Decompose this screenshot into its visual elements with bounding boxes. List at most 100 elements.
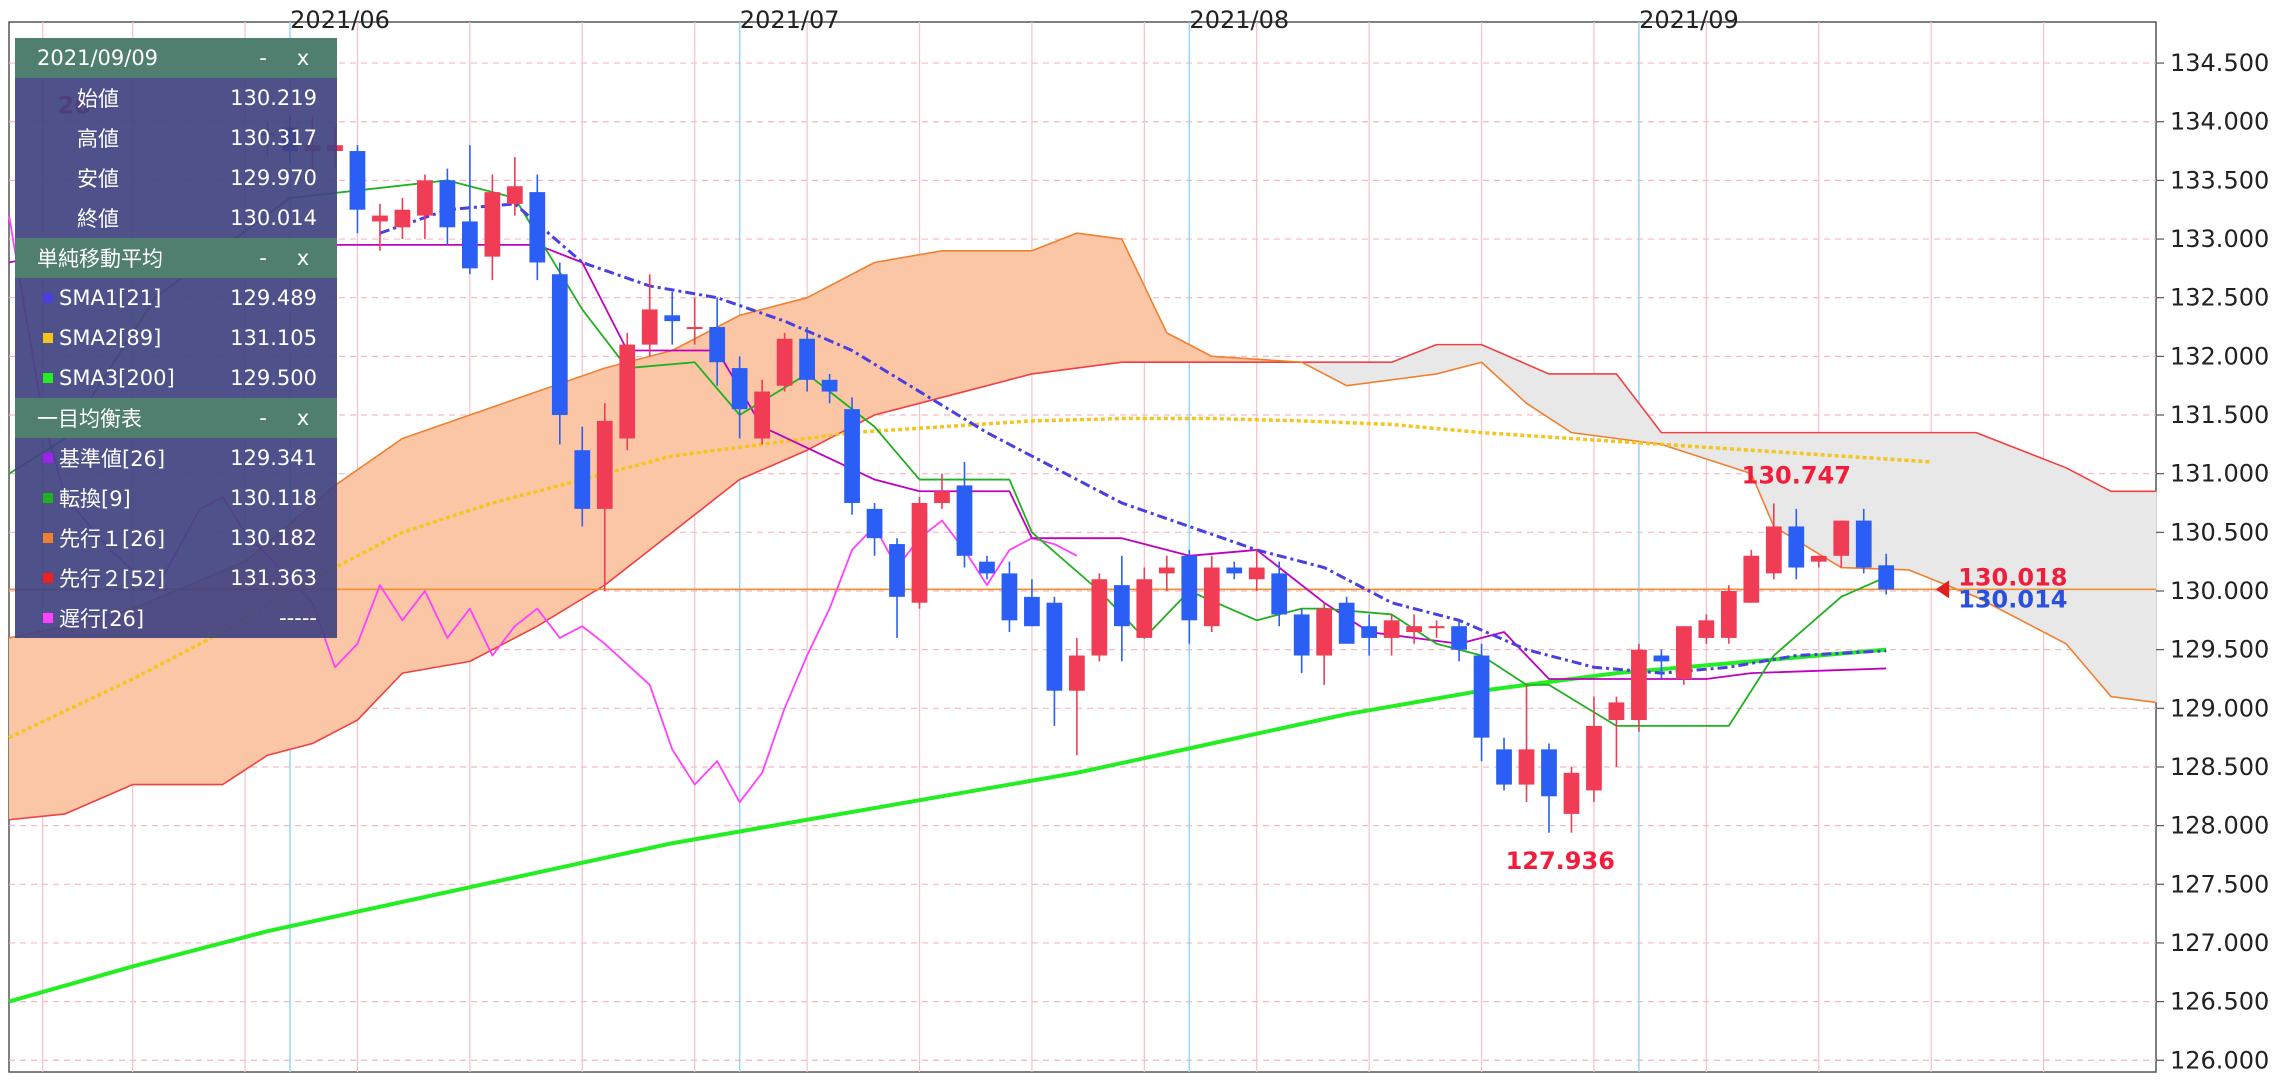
- cloud-seg-257: [1453, 344, 1460, 370]
- cloud-seg-140: [795, 299, 803, 456]
- cloud-seg-96: [548, 385, 555, 620]
- cloud-seg-178: [1009, 250, 1016, 380]
- last-price-marker: [1935, 580, 1950, 599]
- right-price-label-1: 130.014: [1958, 585, 2067, 613]
- cloud-seg-17: [104, 614, 111, 797]
- cloud-seg-370: [2088, 479, 2095, 677]
- cloud-seg-193: [1093, 235, 1100, 366]
- cloud-seg-186: [1054, 239, 1061, 372]
- x-tick-label-0: 2021/06: [290, 6, 390, 34]
- cloud-seg-334: [1886, 432, 1893, 570]
- cloud-seg-304: [1717, 432, 1724, 465]
- cloud-seg-296: [1672, 432, 1679, 450]
- y-tick-label-12: 132.000: [2170, 342, 2269, 370]
- ichimoku-close-button[interactable]: x: [296, 406, 310, 430]
- ichimoku-row-tenkan: 転換[9] 130.118: [15, 478, 337, 518]
- cloud-seg-131: [745, 312, 752, 478]
- y-tick-label-4: 128.000: [2170, 812, 2269, 840]
- cloud-seg-320: [1807, 432, 1814, 551]
- cloud-seg-21: [127, 608, 134, 788]
- cloud-seg-116: [660, 351, 668, 542]
- cloud-seg-147: [835, 280, 842, 436]
- minimize-button[interactable]: -: [259, 46, 267, 70]
- cloud-seg-344: [1942, 432, 1949, 586]
- cloud-seg-343: [1936, 432, 1944, 584]
- cloud-seg-194: [1099, 236, 1106, 366]
- cloud-seg-151: [857, 268, 864, 424]
- cloud-seg-286: [1616, 373, 1623, 440]
- cloud-seg-169: [958, 250, 966, 394]
- cloud-seg-117: [666, 350, 673, 537]
- cloud-seg-242: [1369, 362, 1376, 383]
- sma-close-button[interactable]: x: [296, 246, 310, 270]
- cloud-seg-155: [880, 260, 887, 414]
- cloud-seg-26: [155, 596, 162, 785]
- cloud-seg-95: [542, 387, 550, 623]
- cloud-seg-360: [2032, 454, 2039, 630]
- cloud-seg-121: [689, 338, 696, 520]
- cloud-seg-261: [1475, 344, 1483, 364]
- cloud-seg-237: [1341, 362, 1348, 386]
- candle-body-38: [1113, 585, 1130, 627]
- candle-body-18: [664, 315, 681, 322]
- cloud-seg-307: [1734, 432, 1741, 471]
- cloud-seg-15: [93, 617, 100, 802]
- cloud-seg-333: [1880, 432, 1887, 570]
- tenkan-swatch: [43, 493, 53, 503]
- cloud-seg-115: [655, 353, 662, 546]
- cloud-seg-204: [1155, 309, 1162, 363]
- cloud-seg-253: [1430, 344, 1438, 375]
- cloud-seg-283: [1599, 373, 1606, 438]
- cloud-seg-308: [1740, 432, 1747, 472]
- cloud-seg-374: [2111, 491, 2118, 698]
- cloud-seg-254: [1436, 344, 1443, 374]
- candle-body-68: [1788, 526, 1805, 568]
- cloud-seg-174: [986, 250, 994, 386]
- cloud-seg-167: [947, 250, 954, 396]
- cloud-seg-188: [1065, 235, 1072, 370]
- cloud-seg-120: [683, 341, 690, 524]
- cloud-seg-8: [53, 627, 61, 816]
- cloud-seg-310: [1751, 432, 1758, 487]
- cloud-seg-187: [1060, 237, 1067, 371]
- cloud-seg-290: [1638, 403, 1646, 443]
- cloud-seg-86: [492, 405, 499, 650]
- cloud-seg-148: [840, 277, 848, 433]
- candles: [259, 115, 1895, 833]
- candle-body-47: [1316, 608, 1333, 656]
- candle-body-42: [1203, 567, 1220, 627]
- cloud-seg-160: [908, 255, 915, 407]
- cloud-seg-299: [1689, 432, 1696, 456]
- cloud-seg-63: [363, 461, 370, 715]
- cloud-seg-126: [717, 324, 724, 498]
- cloud-seg-342: [1931, 432, 1938, 582]
- candle-body-65: [1720, 590, 1737, 638]
- cloud-seg-346: [1953, 432, 1960, 591]
- cloud-seg-97: [554, 383, 561, 616]
- cloud-seg-67: [385, 446, 392, 691]
- ichimoku-minimize-button[interactable]: -: [259, 406, 267, 430]
- chikou-swatch: [43, 613, 53, 623]
- close-button[interactable]: x: [296, 46, 310, 70]
- cloud-seg-264: [1492, 349, 1500, 378]
- cloud-seg-351: [1981, 434, 1988, 603]
- cloud-seg-240: [1357, 362, 1365, 385]
- cloud-seg-208: [1178, 338, 1185, 363]
- cloud-seg-61: [351, 469, 359, 723]
- cloud-seg-362: [2043, 459, 2050, 635]
- cloud-seg-347: [1959, 432, 1966, 593]
- cloud-seg-113: [644, 356, 651, 555]
- candle-body-52: [1428, 626, 1445, 629]
- cloud-seg-321: [1813, 432, 1820, 554]
- cloud-seg-203: [1149, 297, 1157, 363]
- cloud-seg-247: [1397, 357, 1404, 380]
- sma-minimize-button[interactable]: -: [259, 246, 267, 270]
- cloud-seg-99: [565, 379, 572, 610]
- cloud-seg-282: [1593, 373, 1601, 437]
- cloud-seg-245: [1386, 362, 1393, 381]
- cloud-seg-238: [1346, 362, 1353, 386]
- cloud-seg-89: [509, 399, 516, 641]
- ichimoku-row-senkou1: 先行１[26] 130.182: [15, 518, 337, 558]
- cloud-seg-313: [1768, 432, 1775, 527]
- candle-body-25: [821, 379, 838, 392]
